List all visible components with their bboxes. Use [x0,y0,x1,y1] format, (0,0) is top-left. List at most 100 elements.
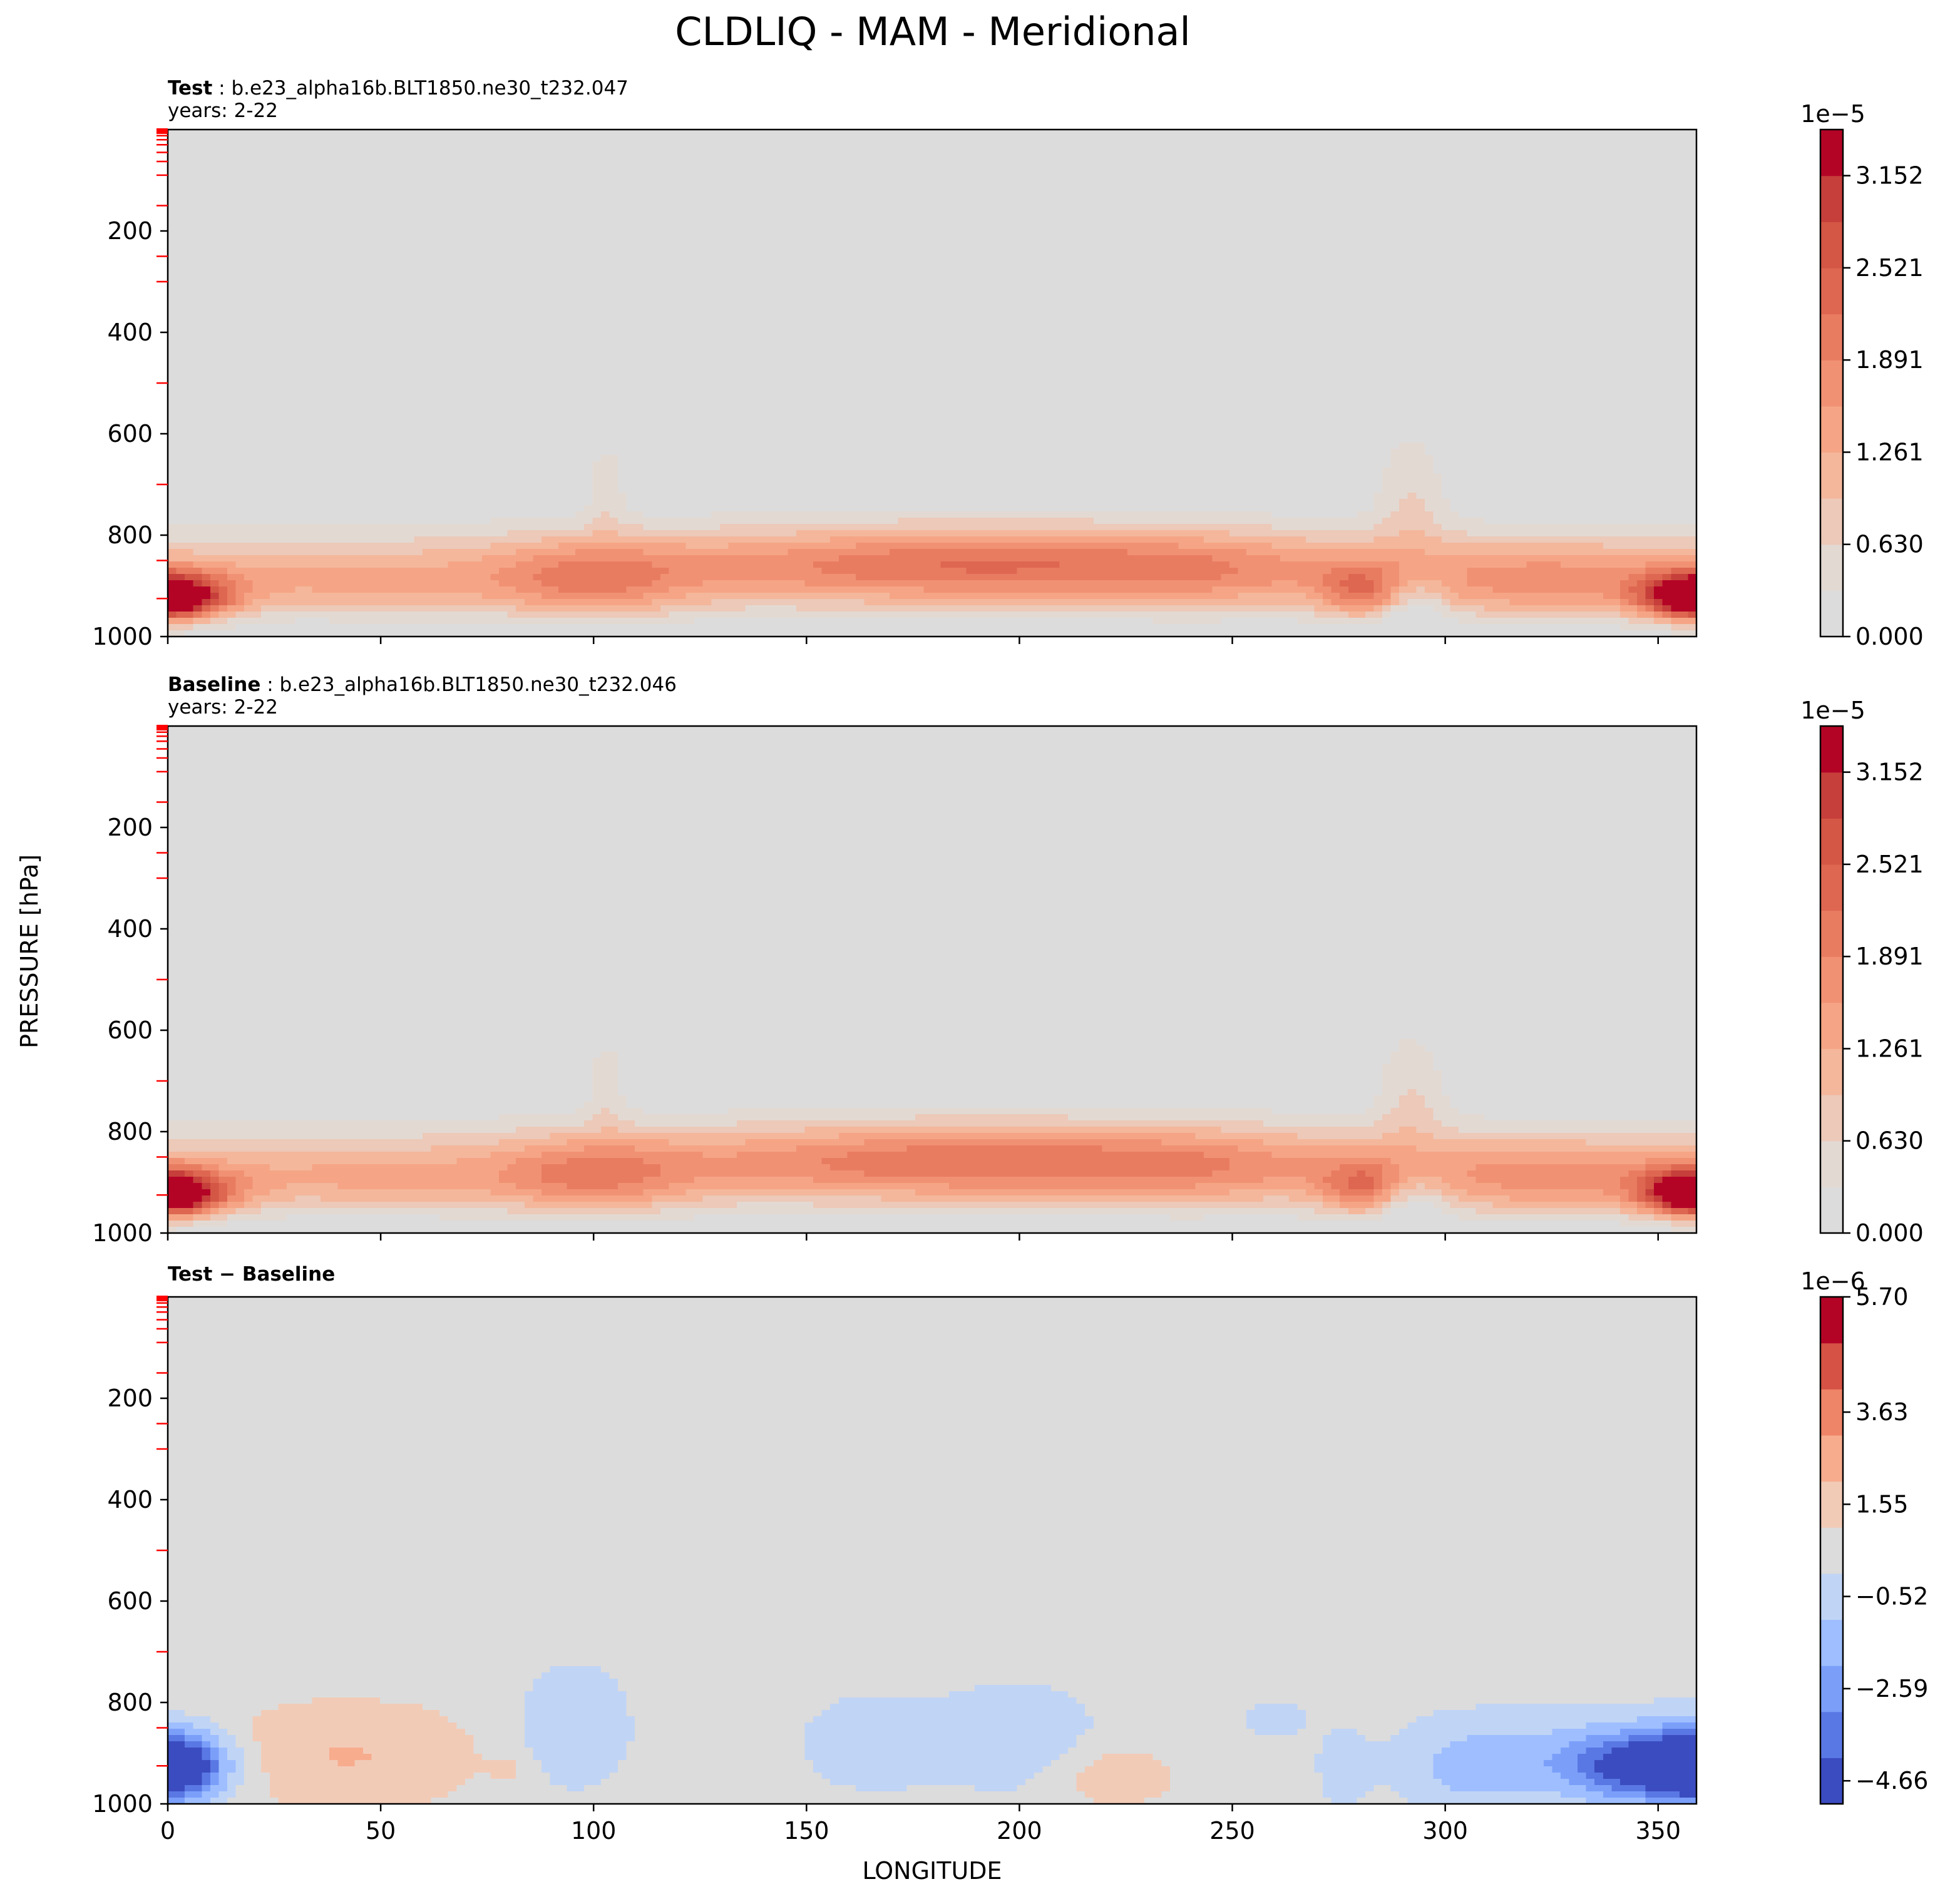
contour-cell [736,1152,848,1159]
contour-cell [168,1014,1697,1021]
contour-cell [168,1221,194,1227]
contour-cell [949,1691,1069,1698]
contour-cell [168,461,593,468]
contour-cell [855,1785,907,1792]
contour-cell [1305,1189,1323,1196]
contour-cell [1619,580,1638,587]
contour-cell [168,424,1697,431]
contour-cell [227,574,245,581]
contour-cell [1637,1177,1646,1184]
contour-cell [168,1378,1697,1385]
contour-cell [1552,1754,1578,1761]
contour-cell [1416,1089,1442,1096]
contour-cell [168,261,1697,268]
contour-cell [168,242,1697,249]
contour-cell [252,1722,457,1729]
contour-cell [269,1791,449,1798]
contour-cell [499,580,542,587]
contour-cell [168,1622,1697,1629]
contour-cell [227,618,296,625]
contour-cell [261,1754,330,1761]
contour-cell [261,1760,338,1767]
contour-cell [1373,593,1392,600]
contour-cell [312,1164,508,1171]
contour-cell [1221,618,1298,625]
contour-cell [1611,1748,1697,1754]
contour-cell [745,605,797,612]
contour-cell [1671,574,1689,581]
contour-cell [669,612,1315,618]
contour-cell [168,989,1697,996]
contour-cell [1645,580,1655,587]
contour-cell [423,1704,525,1711]
colorbar-tick-label: 1.891 [1855,943,1924,970]
contour-cell [244,1202,262,1209]
contour-cell [210,1189,219,1196]
contour-cell [583,1145,635,1152]
contour-cell [1424,443,1697,449]
contour-cell [227,1785,237,1792]
contour-cell [210,574,228,581]
contour-cell [1331,599,1383,606]
contour-cell [1152,618,1221,625]
contour-cell [1645,605,1655,612]
contour-cell [1246,1710,1306,1717]
contour-cell [1603,1741,1629,1748]
contour-cell [1323,574,1349,581]
contour-cell [618,1685,975,1692]
contour-cell [1619,624,1671,631]
contour-cell [1603,593,1621,600]
contour-cell [1297,1214,1383,1221]
contour-cell [1382,1077,1442,1083]
contour-cell [286,1214,440,1221]
contour-cell [168,624,194,631]
contour-cell [1178,543,1273,550]
contour-cell [218,1722,254,1729]
contour-cell [168,1741,185,1748]
contour-cell [1340,1195,1375,1202]
contour-field [168,130,1697,637]
colorbar-tick-label: 3.152 [1855,759,1924,786]
contour-cell [516,605,661,612]
contour-cell [626,1102,1375,1108]
contour-cell [1645,586,1655,593]
contour-cell [1619,605,1638,612]
contour-cell [168,1679,533,1686]
contour-cell [1340,1202,1375,1209]
contour-cell [1093,1760,1162,1767]
contour-cell [1450,499,1697,506]
contour-cell [1246,549,1425,556]
x-tick-label: 0 [160,1817,175,1845]
contour-cell [1357,1729,1400,1736]
contour-cell [1586,1773,1604,1779]
contour-cell [168,1322,1697,1329]
contour-cell [168,1791,185,1798]
contour-cell [702,1195,882,1202]
contour-cell [1271,1108,1366,1115]
contour-cell [168,430,1697,437]
contour-cell [193,624,237,631]
contour-cell [1382,1164,1400,1171]
contour-cell [1246,1716,1306,1723]
contour-cell [168,951,1697,958]
contour-cell [168,599,202,606]
contour-cell [168,530,508,537]
contour-cell [235,1766,245,1773]
contour-cell [244,1766,262,1773]
contour-cell [227,1214,287,1221]
contour-cell [1645,1177,1655,1184]
contour-cell [541,1760,618,1767]
contour-cell [618,518,899,525]
colorbar-segment [1820,1711,1843,1758]
contour-cell [168,1083,593,1090]
contour-cell [168,286,1697,293]
contour-cell [210,1748,219,1754]
contour-cell [168,789,1697,796]
contour-cell [193,1202,202,1209]
contour-cell [168,1158,185,1165]
contour-cell [168,1635,1697,1642]
contour-cell [1637,1208,1655,1215]
contour-cell [541,1672,610,1679]
contour-cell [1619,1195,1629,1202]
contour-cell [1501,1183,1621,1190]
